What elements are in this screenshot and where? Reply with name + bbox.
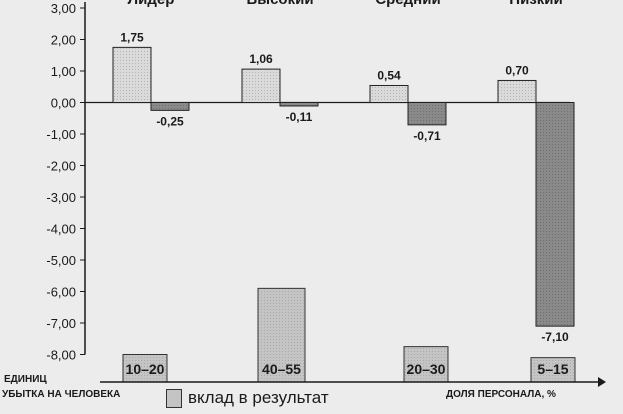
y-tick-label: -1,00 xyxy=(46,127,76,142)
share-bar xyxy=(257,287,306,383)
loss-bar xyxy=(279,102,319,107)
category-label: Низкий xyxy=(509,0,562,8)
data-label: 1,06 xyxy=(249,52,273,66)
legend: вклад в результат xyxy=(166,388,329,408)
loss-bar xyxy=(407,102,447,126)
share-label: 5–15 xyxy=(537,361,568,377)
y-tick-label: 2,00 xyxy=(51,33,76,48)
data-label: -7,10 xyxy=(541,330,569,344)
share-label: 10–20 xyxy=(126,361,165,377)
legend-label: вклад в результат xyxy=(188,388,329,407)
y-tick-label: -5,00 xyxy=(46,253,76,268)
y-tick-label: 3,00 xyxy=(51,1,76,16)
contribution-bar xyxy=(369,84,409,103)
y-tick-label: -8,00 xyxy=(46,348,76,363)
share-bar xyxy=(530,357,576,383)
contribution-bar xyxy=(112,46,152,103)
y-tick-label: -6,00 xyxy=(46,285,76,300)
data-label: 0,54 xyxy=(377,68,401,82)
data-label: -0,11 xyxy=(286,110,313,124)
loss-bar xyxy=(535,102,575,327)
legend-swatch xyxy=(166,388,182,408)
category-label: Лидер xyxy=(128,0,175,8)
y-tick-label: -4,00 xyxy=(46,222,76,237)
x-axis-arrow-icon xyxy=(598,377,606,387)
data-label: -0,25 xyxy=(156,114,184,128)
loss-bar xyxy=(150,102,190,111)
data-label: -0,71 xyxy=(413,129,441,143)
category-label: Высокий xyxy=(246,0,313,8)
y-axis-label-line2: УБЫТКА НА ЧЕЛОВЕКА xyxy=(2,389,120,400)
y-tick-label: 0,00 xyxy=(51,96,76,111)
share-label: 20–30 xyxy=(407,361,446,377)
y-tick-label: -3,00 xyxy=(46,190,76,205)
share-bar xyxy=(403,346,449,383)
y-tick-label: -7,00 xyxy=(46,316,76,331)
contribution-bar xyxy=(241,68,281,103)
x-axis-label: ДОЛЯ ПЕРСОНАЛА, % xyxy=(446,389,556,400)
data-label: 0,70 xyxy=(505,63,529,77)
category-label: Средний xyxy=(375,0,440,8)
share-label: 40–55 xyxy=(262,361,301,377)
data-label: 1,75 xyxy=(120,30,144,44)
y-tick-label: 1,00 xyxy=(51,64,76,79)
contribution-bar xyxy=(497,79,537,103)
y-axis-label-line1: ЕДИНИЦ xyxy=(4,374,47,385)
y-tick-label: -2,00 xyxy=(46,159,76,174)
